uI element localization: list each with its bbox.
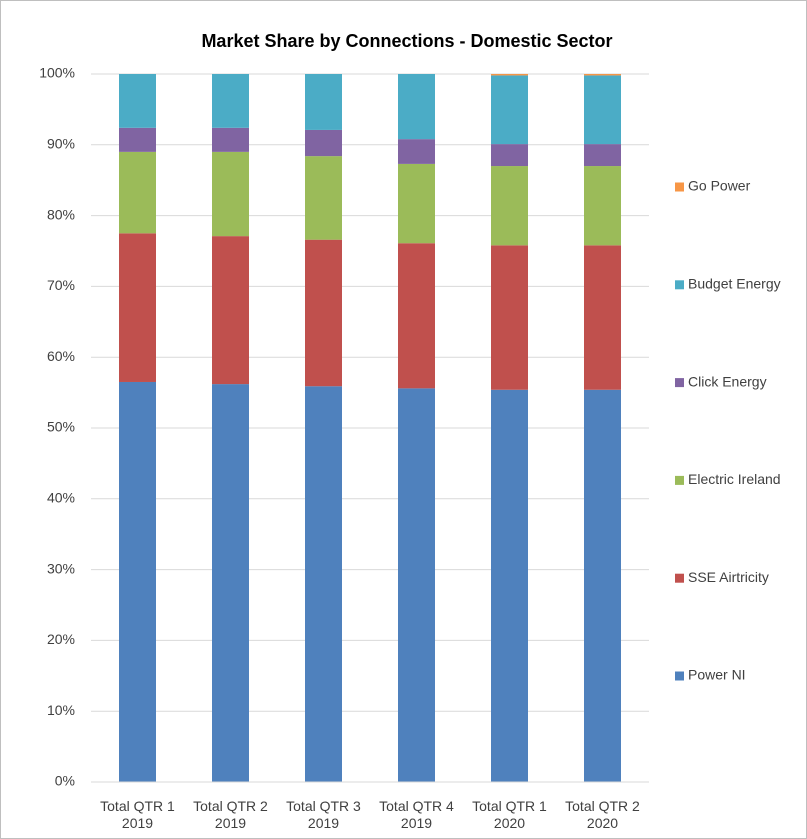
y-tick-label: 70% xyxy=(47,277,75,293)
bar-segment xyxy=(491,245,528,390)
bar-segment xyxy=(119,151,156,234)
legend-swatch xyxy=(675,573,684,583)
bar-segment xyxy=(584,389,621,782)
y-tick-label: 80% xyxy=(47,206,75,222)
bar-segment xyxy=(584,166,621,246)
bar-segment xyxy=(398,243,435,389)
bar-segment xyxy=(305,156,342,240)
bar-segment xyxy=(584,75,621,145)
legend-label: Power NI xyxy=(688,667,746,683)
bar-segment xyxy=(491,389,528,782)
bar-segment xyxy=(584,74,621,76)
legend-label: Budget Energy xyxy=(688,276,781,292)
x-tick-label: Total QTR 4 2019 xyxy=(379,798,454,831)
y-tick-label: 40% xyxy=(47,490,75,506)
bar-segment xyxy=(212,384,249,782)
bar-segment xyxy=(212,151,249,237)
y-tick-label: 100% xyxy=(39,65,75,81)
chart-title: Market Share by Connections - Domestic S… xyxy=(201,31,612,51)
bar-segment xyxy=(119,233,156,382)
x-tick-label: Total QTR 1 2020 xyxy=(472,798,547,831)
y-tick-label: 30% xyxy=(47,560,75,576)
bar-segment xyxy=(584,144,621,167)
bar-segment xyxy=(305,239,342,387)
legend-swatch xyxy=(675,671,684,681)
y-tick-label: 60% xyxy=(47,348,75,364)
legend-label: Click Energy xyxy=(688,373,767,389)
legend-label: Electric Ireland xyxy=(688,471,781,487)
legend-label: SSE Airtricity xyxy=(688,569,769,585)
bar-segment xyxy=(491,144,528,167)
bar-segment xyxy=(212,74,249,128)
legend-swatch xyxy=(675,378,684,388)
bar-segment xyxy=(398,388,435,782)
bar-segment xyxy=(398,163,435,244)
x-tick-label: Total QTR 1 2019 xyxy=(100,798,175,831)
bar-segment xyxy=(212,127,249,152)
legend-swatch xyxy=(675,280,684,290)
bar-segment xyxy=(212,236,249,385)
bar-segment xyxy=(491,75,528,145)
y-tick-label: 90% xyxy=(47,136,75,152)
bar-segment xyxy=(305,386,342,782)
y-tick-label: 0% xyxy=(55,773,75,789)
bar-segment xyxy=(119,127,156,152)
bar-segment xyxy=(119,74,156,128)
bar-segment xyxy=(305,129,342,157)
legend-label: Go Power xyxy=(688,178,751,194)
legend-swatch xyxy=(675,182,684,192)
x-tick-label: Total QTR 2 2019 xyxy=(193,798,268,831)
y-tick-label: 50% xyxy=(47,419,75,435)
bar-segment xyxy=(398,139,435,164)
bar-segment xyxy=(305,74,342,130)
bar-segment xyxy=(584,245,621,390)
bar-segment xyxy=(491,166,528,246)
y-tick-label: 20% xyxy=(47,631,75,647)
bar-segment xyxy=(119,381,156,782)
x-tick-label: Total QTR 2 2020 xyxy=(565,798,640,831)
bar-segment xyxy=(398,74,435,140)
x-tick-label: Total QTR 3 2019 xyxy=(286,798,361,831)
bar-segment xyxy=(491,74,528,76)
legend-swatch xyxy=(675,475,684,485)
y-tick-label: 10% xyxy=(47,702,75,718)
